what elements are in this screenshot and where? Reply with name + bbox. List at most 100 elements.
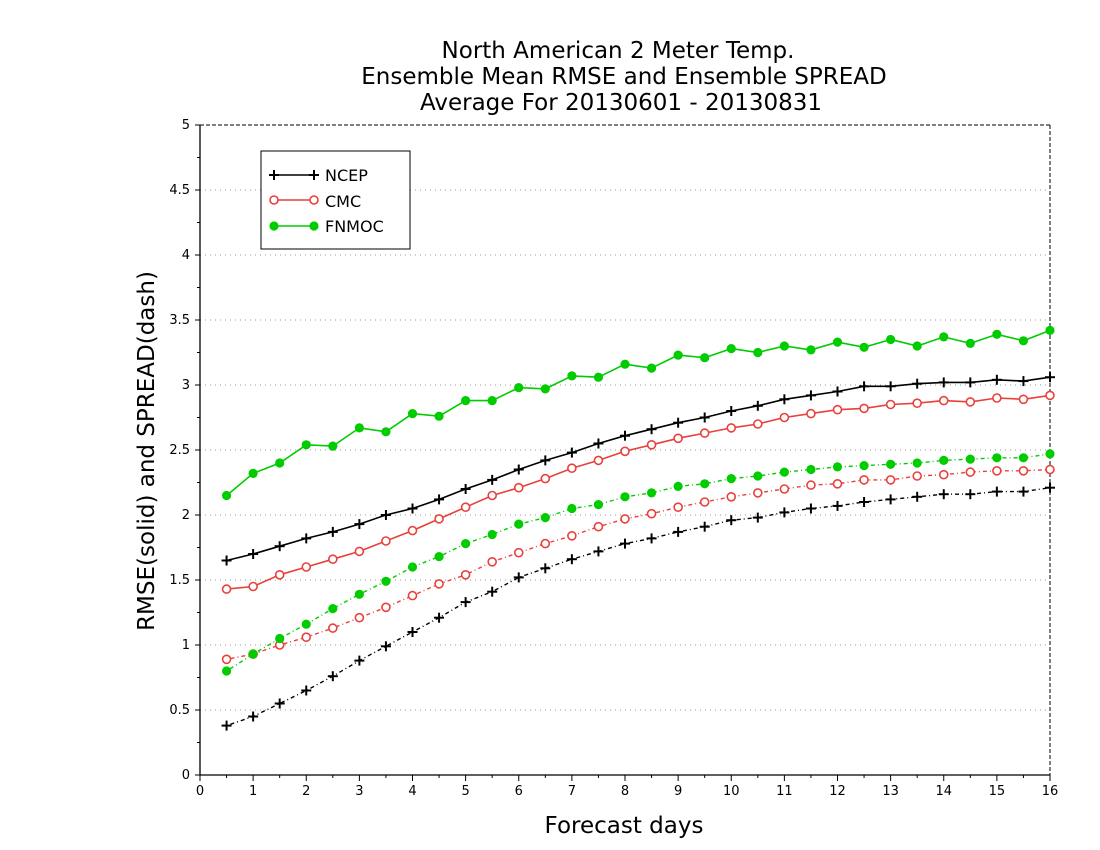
x-tick-label: 2 xyxy=(302,784,310,799)
data-point-ncep-spread xyxy=(380,641,391,652)
data-point-ncep-rmse xyxy=(673,417,684,428)
series-line-cmc-spread xyxy=(226,468,1051,660)
data-point-fnmoc-spread xyxy=(779,467,789,477)
data-point-ncep-spread xyxy=(513,572,524,583)
data-point-fnmoc-spread xyxy=(965,454,975,464)
data-point-cmc-spread xyxy=(699,497,710,507)
data-point-fnmoc-spread xyxy=(1045,449,1055,459)
y-tick-label: 1 xyxy=(182,638,190,653)
tick-marks xyxy=(195,124,1051,781)
series-cmc-spread xyxy=(221,464,1055,665)
data-point-cmc-rmse xyxy=(832,404,843,415)
data-point-cmc-rmse xyxy=(620,446,630,457)
data-point-cmc-spread xyxy=(434,579,444,589)
series-fnmoc-spread xyxy=(221,449,1055,676)
data-point-fnmoc-rmse xyxy=(965,338,975,348)
data-point-fnmoc-spread xyxy=(248,649,258,659)
series-fnmoc-rmse xyxy=(221,325,1055,501)
chart-title-line-1: North American 2 Meter Temp. xyxy=(442,38,795,64)
data-point-ncep-rmse xyxy=(752,400,763,411)
data-point-cmc-spread xyxy=(540,538,551,549)
data-point-ncep-rmse xyxy=(221,555,232,566)
data-point-ncep-spread xyxy=(965,489,976,500)
data-point-ncep-spread xyxy=(460,597,471,608)
x-tick-label: 9 xyxy=(674,784,682,799)
x-tick-label: 1 xyxy=(249,784,257,799)
data-point-cmc-spread xyxy=(381,602,391,613)
x-tick-label: 11 xyxy=(776,784,793,799)
data-point-cmc-spread xyxy=(460,569,471,580)
data-point-fnmoc-rmse xyxy=(248,468,258,478)
data-point-cmc-rmse xyxy=(938,395,949,406)
data-point-cmc-rmse xyxy=(434,514,444,524)
data-point-fnmoc-rmse xyxy=(407,409,418,419)
y-tick-label: 4.5 xyxy=(169,183,190,198)
data-point-cmc-rmse xyxy=(274,569,285,580)
chart-title-line-2: Ensemble Mean RMSE and Ensemble SPREAD xyxy=(361,64,886,90)
legend-label-fnmoc: FNMOC xyxy=(325,217,384,236)
data-point-ncep-rmse xyxy=(965,377,976,388)
data-point-fnmoc-rmse xyxy=(646,363,657,373)
data-point-ncep-spread xyxy=(566,554,577,565)
data-point-fnmoc-spread xyxy=(700,479,710,489)
legend-label-cmc: CMC xyxy=(325,192,361,211)
data-point-fnmoc-spread xyxy=(1018,453,1029,463)
data-point-ncep-spread xyxy=(620,538,630,549)
chart-title: North American 2 Meter Temp. Ensemble Me… xyxy=(361,38,886,116)
data-point-fnmoc-spread xyxy=(726,474,736,484)
data-point-fnmoc-rmse xyxy=(912,341,922,351)
y-tick-label: 0 xyxy=(182,768,190,783)
x-tick-label: 7 xyxy=(568,784,576,799)
data-point-cmc-spread xyxy=(1045,464,1055,475)
y-axis-label: RMSE(solid) and SPREAD(dash) xyxy=(134,271,160,631)
y-tick-label: 4 xyxy=(182,248,190,263)
legend: NCEP CMC FNMOC xyxy=(260,150,411,250)
data-point-cmc-rmse xyxy=(328,554,338,565)
data-point-ncep-rmse xyxy=(327,526,338,537)
data-point-ncep-rmse xyxy=(620,430,630,441)
data-point-cmc-spread xyxy=(779,484,790,494)
data-point-ncep-spread xyxy=(248,711,259,722)
chart-title-line-3: Average For 20130601 - 20130831 xyxy=(420,90,822,116)
data-point-cmc-rmse xyxy=(779,412,790,423)
data-point-cmc-spread xyxy=(487,556,497,567)
data-point-cmc-spread xyxy=(301,632,312,643)
data-point-cmc-rmse xyxy=(992,393,1002,403)
data-point-cmc-rmse xyxy=(1045,390,1055,401)
data-point-fnmoc-spread xyxy=(487,529,497,540)
data-point-cmc-spread xyxy=(859,475,869,485)
data-point-cmc-rmse xyxy=(513,482,524,493)
data-point-ncep-rmse xyxy=(407,503,418,514)
data-point-ncep-spread xyxy=(221,720,232,731)
x-tick-labels: 0 1 2 3 4 5 6 7 8 9 10 11 12 13 14 15 16 xyxy=(196,784,1058,799)
data-point-ncep-spread xyxy=(779,507,790,518)
data-point-fnmoc-rmse xyxy=(806,345,816,355)
data-point-cmc-rmse xyxy=(221,584,232,594)
data-point-ncep-rmse xyxy=(885,381,896,392)
data-point-ncep-spread xyxy=(274,698,285,709)
x-tick-label: 13 xyxy=(882,784,899,799)
data-point-fnmoc-spread xyxy=(593,500,604,510)
data-point-fnmoc-rmse xyxy=(700,353,710,363)
data-point-fnmoc-rmse xyxy=(859,342,869,352)
x-tick-label: 16 xyxy=(1042,784,1059,799)
data-point-fnmoc-spread xyxy=(221,666,232,676)
data-point-cmc-spread xyxy=(513,547,524,558)
data-point-cmc-rmse xyxy=(487,490,497,501)
data-point-cmc-rmse xyxy=(460,502,471,513)
y-tick-label: 3.5 xyxy=(169,313,190,328)
data-point-cmc-spread xyxy=(832,478,843,489)
data-point-fnmoc-rmse xyxy=(275,458,285,468)
data-point-ncep-rmse xyxy=(832,386,843,397)
data-point-fnmoc-rmse xyxy=(886,334,896,345)
data-point-fnmoc-spread xyxy=(886,459,896,469)
data-point-ncep-spread xyxy=(407,627,418,637)
data-point-cmc-spread xyxy=(620,514,630,524)
data-point-ncep-spread xyxy=(832,500,843,511)
data-point-cmc-spread xyxy=(965,467,976,477)
data-point-ncep-rmse xyxy=(460,484,471,494)
data-point-ncep-spread xyxy=(752,512,763,523)
data-point-fnmoc-rmse xyxy=(593,372,604,382)
data-point-cmc-rmse xyxy=(912,398,922,409)
